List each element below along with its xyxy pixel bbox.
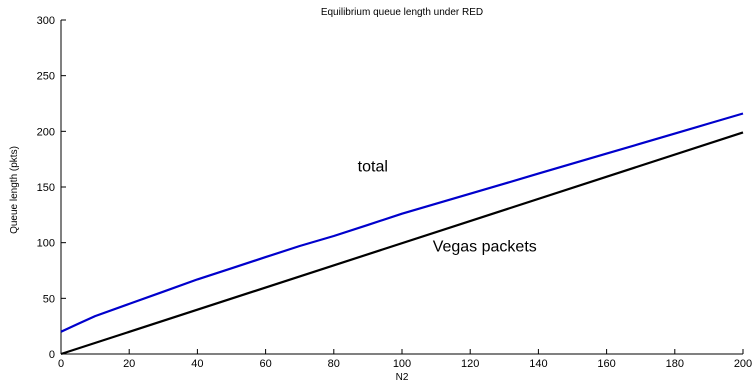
x-tick-label: 20 [123,358,135,370]
x-tick-label: 180 [666,358,684,370]
series-line-1 [60,112,744,333]
plot-area [60,20,744,356]
x-tick-label: 100 [393,358,411,370]
x-tick-label: 40 [191,358,203,370]
x-tick-label: 200 [734,358,752,370]
y-tick-label: 300 [37,15,55,27]
x-tick-label: 0 [58,358,64,370]
x-tick-label: 60 [259,358,271,370]
y-tick-label: 150 [37,182,55,194]
x-tick-label: 80 [328,358,340,370]
annotation-2: Vegas packets [433,239,537,256]
y-tick-label: 50 [43,293,55,305]
x-axis-label: N2 [396,372,409,381]
y-tick-label: 0 [49,349,55,361]
series-line-2 [60,131,744,356]
x-tick-label: 120 [461,358,479,370]
x-tick-label: 160 [597,358,615,370]
ticks: 0 20 40 60 80 100 120 140 160 180 200 0 50 100 150 200 2… [37,15,753,370]
y-tick-label: 250 [37,71,55,83]
chart-title: Equilibrium queue length under RED [321,7,483,18]
annotations: total Vegas packets [358,158,537,255]
annotation-1: total [358,158,388,175]
x-tick-label: 140 [529,358,547,370]
y-tick-label: 100 [37,238,55,250]
y-axis-label: Queue length (pkts) [9,146,20,234]
y-tick-label: 200 [37,126,55,138]
